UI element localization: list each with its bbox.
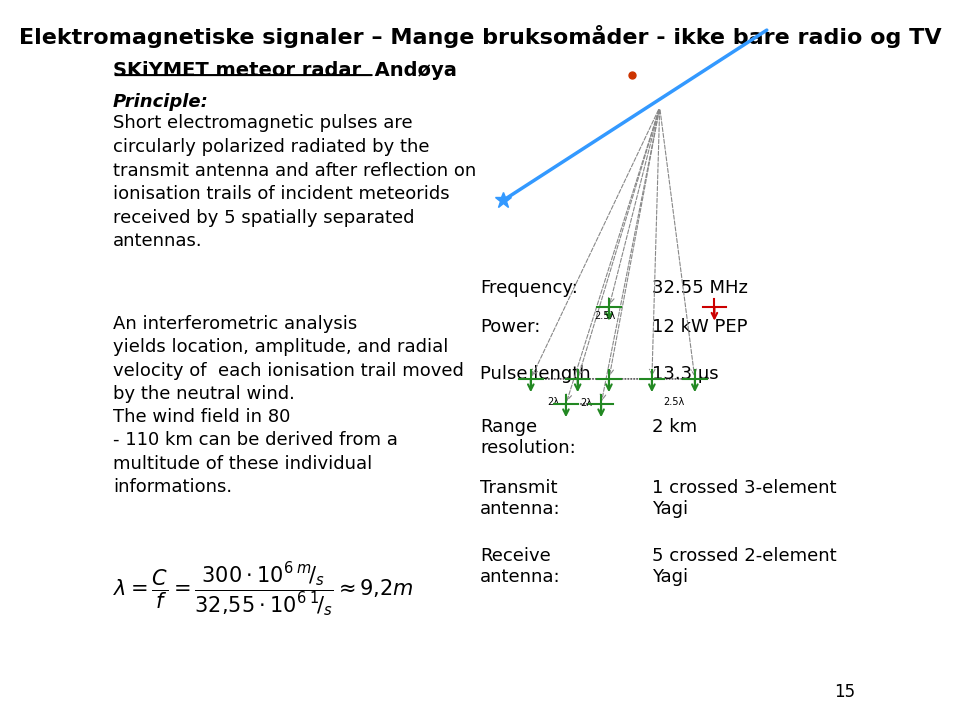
Text: 32.55 MHz: 32.55 MHz xyxy=(652,279,748,297)
Text: 5 crossed 2-element
Yagi: 5 crossed 2-element Yagi xyxy=(652,547,836,586)
Text: 1 crossed 3-element
Yagi: 1 crossed 3-element Yagi xyxy=(652,479,836,518)
Text: Receive
antenna:: Receive antenna: xyxy=(480,547,561,586)
Text: 15: 15 xyxy=(834,683,855,701)
Text: Principle:: Principle: xyxy=(112,93,208,111)
Text: Elektromagnetiske signaler – Mange bruksomåder - ikke bare radio og TV: Elektromagnetiske signaler – Mange bruks… xyxy=(18,25,942,48)
Text: Frequency:: Frequency: xyxy=(480,279,578,297)
Text: 13.3 µs: 13.3 µs xyxy=(652,365,718,383)
Text: 2.5λ: 2.5λ xyxy=(663,397,684,407)
Text: SKiYMET meteor radar  Andøya: SKiYMET meteor radar Andøya xyxy=(112,61,457,80)
Text: 12 kW PEP: 12 kW PEP xyxy=(652,318,748,336)
Text: 2λ: 2λ xyxy=(580,398,592,408)
Text: 2 km: 2 km xyxy=(652,418,697,436)
Text: $\lambda = \dfrac{C}{f} = \dfrac{300 \cdot 10^6 \, {}^m\!/_s}{32{,}55 \cdot 10^6: $\lambda = \dfrac{C}{f} = \dfrac{300 \cd… xyxy=(112,561,413,619)
Text: Power:: Power: xyxy=(480,318,540,336)
Text: Pulse length: Pulse length xyxy=(480,365,590,383)
Text: 2.5λ: 2.5λ xyxy=(594,311,615,321)
Text: 2λ: 2λ xyxy=(547,397,560,407)
Text: Short electromagnetic pulses are
circularly polarized radiated by the
transmit a: Short electromagnetic pulses are circula… xyxy=(112,114,476,250)
Text: Transmit
antenna:: Transmit antenna: xyxy=(480,479,561,518)
Text: The wind field in 80
- 110 km can be derived from a
multitude of these individua: The wind field in 80 - 110 km can be der… xyxy=(112,408,397,496)
Text: An interferometric analysis
yields location, amplitude, and radial
velocity of  : An interferometric analysis yields locat… xyxy=(112,315,464,403)
Text: Range
resolution:: Range resolution: xyxy=(480,418,576,457)
